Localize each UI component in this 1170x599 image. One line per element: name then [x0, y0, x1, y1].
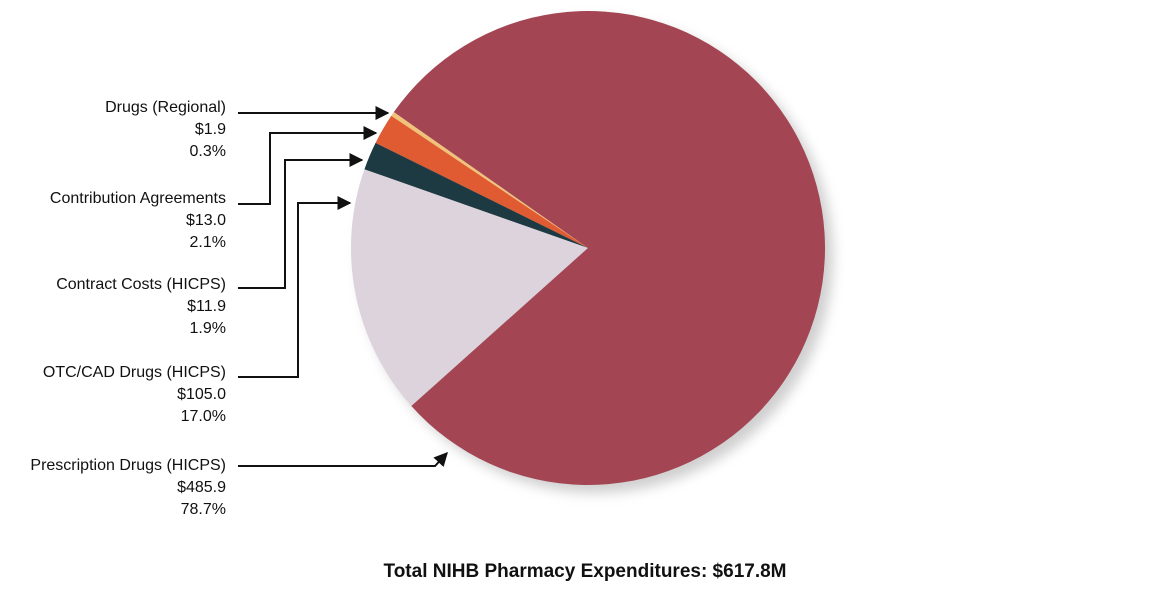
connector-arrow — [238, 126, 378, 205]
percent-label: 0.3% — [190, 143, 226, 160]
pie-slice — [393, 10, 825, 485]
pie-slice — [350, 169, 588, 407]
percent-label: 2.1% — [190, 234, 226, 251]
slice-label: Contribution Agreements — [50, 190, 226, 207]
slice-label: OTC/CAD Drugs (HICPS) — [43, 364, 226, 381]
pie-slice — [375, 115, 588, 248]
connector-arrow — [238, 451, 448, 468]
chart-title: Total NIHB Pharmacy Expenditures: $617.8… — [384, 561, 787, 582]
value-label: $11.9 — [187, 298, 226, 315]
value-label: $1.9 — [195, 121, 226, 138]
connector-arrow — [238, 153, 364, 289]
value-label: $13.0 — [186, 212, 226, 229]
pie — [350, 10, 825, 485]
connector-arrow — [238, 196, 352, 378]
percent-label: 78.7% — [181, 501, 226, 518]
slice-label: Contract Costs (HICPS) — [56, 276, 226, 293]
value-label: $485.9 — [177, 479, 226, 496]
percent-label: 17.0% — [181, 408, 226, 425]
value-label: $105.0 — [177, 386, 226, 403]
slice-label: Prescription Drugs (HICPS) — [30, 457, 226, 474]
percent-label: 1.9% — [190, 320, 226, 337]
pie-slice — [391, 112, 588, 249]
pie-slice — [364, 142, 588, 248]
slice-label: Drugs (Regional) — [105, 99, 226, 116]
